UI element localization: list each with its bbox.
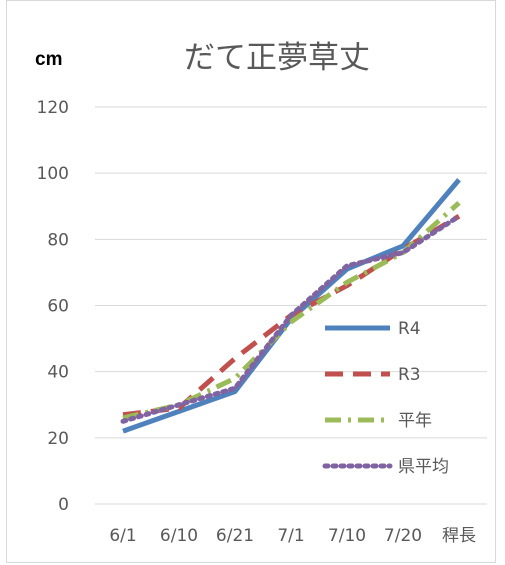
y-tick-label: 120: [37, 98, 69, 118]
y-axis-ticks: 0 20 40 60 80 100 120: [37, 98, 69, 515]
series-line-1: [122, 178, 461, 434]
x-tick-label: 6/1: [109, 526, 136, 546]
y-tick-label: 20: [47, 429, 69, 449]
x-tick-label: 6/10: [160, 526, 198, 546]
chart-frame: cm だて正夢草丈 0 20 40 60 80 100 120 6/1 6/10 6/21 7/1…: [6, 0, 496, 563]
x-tick-label: 7/1: [277, 526, 304, 546]
x-tick-label: 7/10: [328, 526, 366, 546]
chart-title: だて正夢草丈: [184, 40, 370, 76]
y-axis-unit-label: cm: [35, 49, 62, 70]
legend-label-1: R4: [398, 319, 421, 339]
x-axis-ticks: 6/1 6/10 6/21 7/1 7/10 7/20 稈長: [109, 526, 476, 546]
legend-label-4: 県平均: [398, 457, 449, 477]
series-line-4: [120, 213, 462, 424]
gridlines: [95, 106, 487, 505]
series-line-3: [122, 201, 461, 421]
y-tick-label: 100: [37, 164, 69, 184]
y-tick-label: 40: [47, 363, 69, 383]
x-tick-label: 6/21: [216, 526, 254, 546]
legend-label-3: 平年: [398, 411, 432, 431]
series-lines: [120, 178, 462, 434]
x-tick-label: 7/20: [384, 526, 422, 546]
legend-label-2: R3: [398, 365, 421, 385]
y-tick-label: 80: [47, 230, 69, 250]
y-tick-label: 0: [58, 495, 69, 515]
line-chart: cm だて正夢草丈 0 20 40 60 80 100 120 6/1 6/10 6/21 7/1…: [35, 40, 487, 546]
y-tick-label: 60: [47, 297, 69, 317]
x-tick-label: 稈長: [442, 526, 476, 546]
